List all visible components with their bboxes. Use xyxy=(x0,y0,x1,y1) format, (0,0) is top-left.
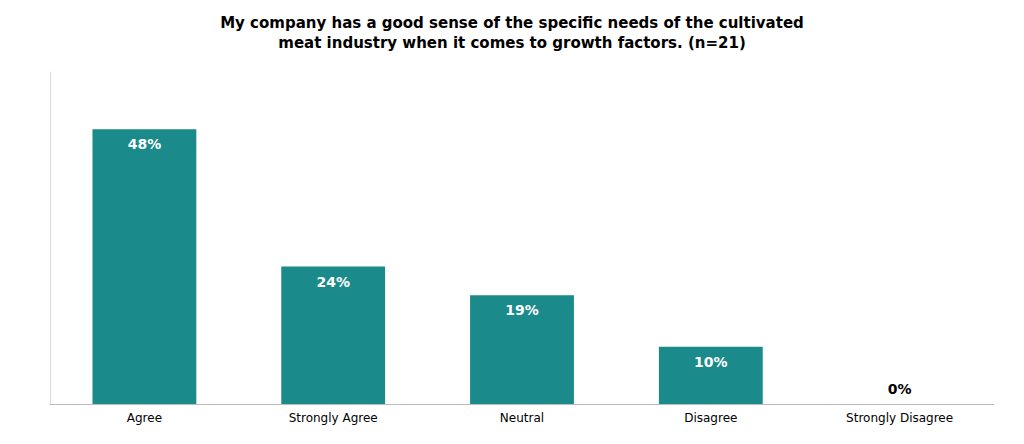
svg-text:10%: 10% xyxy=(694,354,728,370)
svg-text:24%: 24% xyxy=(316,274,350,290)
svg-text:Agree: Agree xyxy=(127,411,162,425)
svg-text:Strongly Disagree: Strongly Disagree xyxy=(846,411,953,425)
svg-text:My company has a good sense of: My company has a good sense of the speci… xyxy=(220,14,804,32)
svg-text:Neutral: Neutral xyxy=(500,411,544,425)
svg-text:0%: 0% xyxy=(888,381,912,397)
svg-text:Strongly Agree: Strongly Agree xyxy=(289,411,378,425)
svg-text:Disagree: Disagree xyxy=(684,411,737,425)
svg-text:48%: 48% xyxy=(128,136,162,152)
svg-text:19%: 19% xyxy=(505,302,539,318)
svg-text:meat industry when it comes to: meat industry when it comes to growth fa… xyxy=(278,34,746,52)
